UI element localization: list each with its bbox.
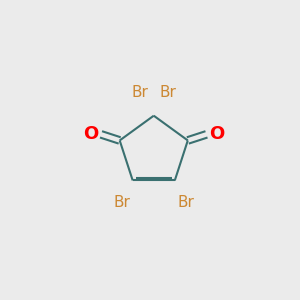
Text: O: O xyxy=(209,125,224,143)
Text: Br: Br xyxy=(177,196,194,211)
Text: Br: Br xyxy=(131,85,148,100)
Text: Br: Br xyxy=(113,196,130,211)
Text: Br: Br xyxy=(160,85,176,100)
Text: O: O xyxy=(83,125,99,143)
